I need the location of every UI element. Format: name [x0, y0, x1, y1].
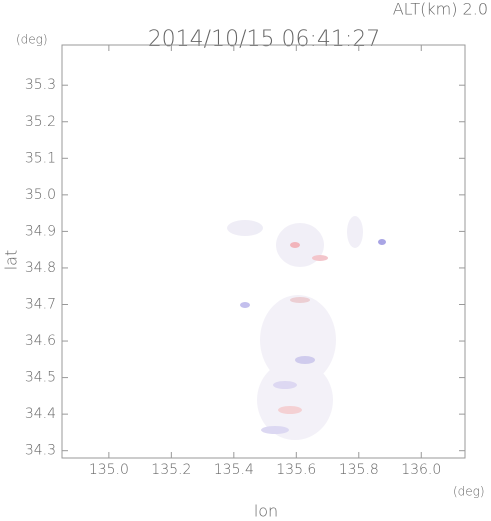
radar-echo [227, 216, 386, 440]
y-tick-label: 34.5 [25, 370, 56, 386]
y-tick-label: 35.0 [25, 187, 56, 203]
y-tick-label: 34.6 [25, 333, 56, 349]
x-axis-label: lon [254, 502, 278, 521]
y-tick-label: 34.7 [25, 296, 56, 312]
y-tick-label: 34.4 [25, 406, 56, 422]
y-unit: (deg) [16, 33, 48, 47]
altitude-label: ALT(km) 2.0 [393, 0, 488, 19]
x-tick-label: 135.0 [89, 462, 129, 478]
x-unit: (deg) [453, 485, 485, 499]
y-tick-label: 35.2 [25, 114, 56, 130]
y-tick-label: 35.1 [25, 150, 56, 166]
y-axis-label: lat [2, 250, 21, 271]
y-tick-label: 34.8 [25, 260, 56, 276]
y-tick-label: 34.9 [25, 223, 56, 239]
chart-title: 2014/10/15 06:41:27 [148, 27, 381, 52]
x-tick-label: 136.0 [401, 462, 441, 478]
x-tick-label: 135.6 [276, 462, 316, 478]
x-tick-label: 135.4 [214, 462, 254, 478]
plot-frame [61, 44, 466, 459]
x-tick-label: 135.2 [151, 462, 191, 478]
y-tick-label: 35.3 [25, 77, 56, 93]
y-tick-label: 34.3 [25, 443, 56, 459]
x-tick-label: 135.8 [339, 462, 379, 478]
